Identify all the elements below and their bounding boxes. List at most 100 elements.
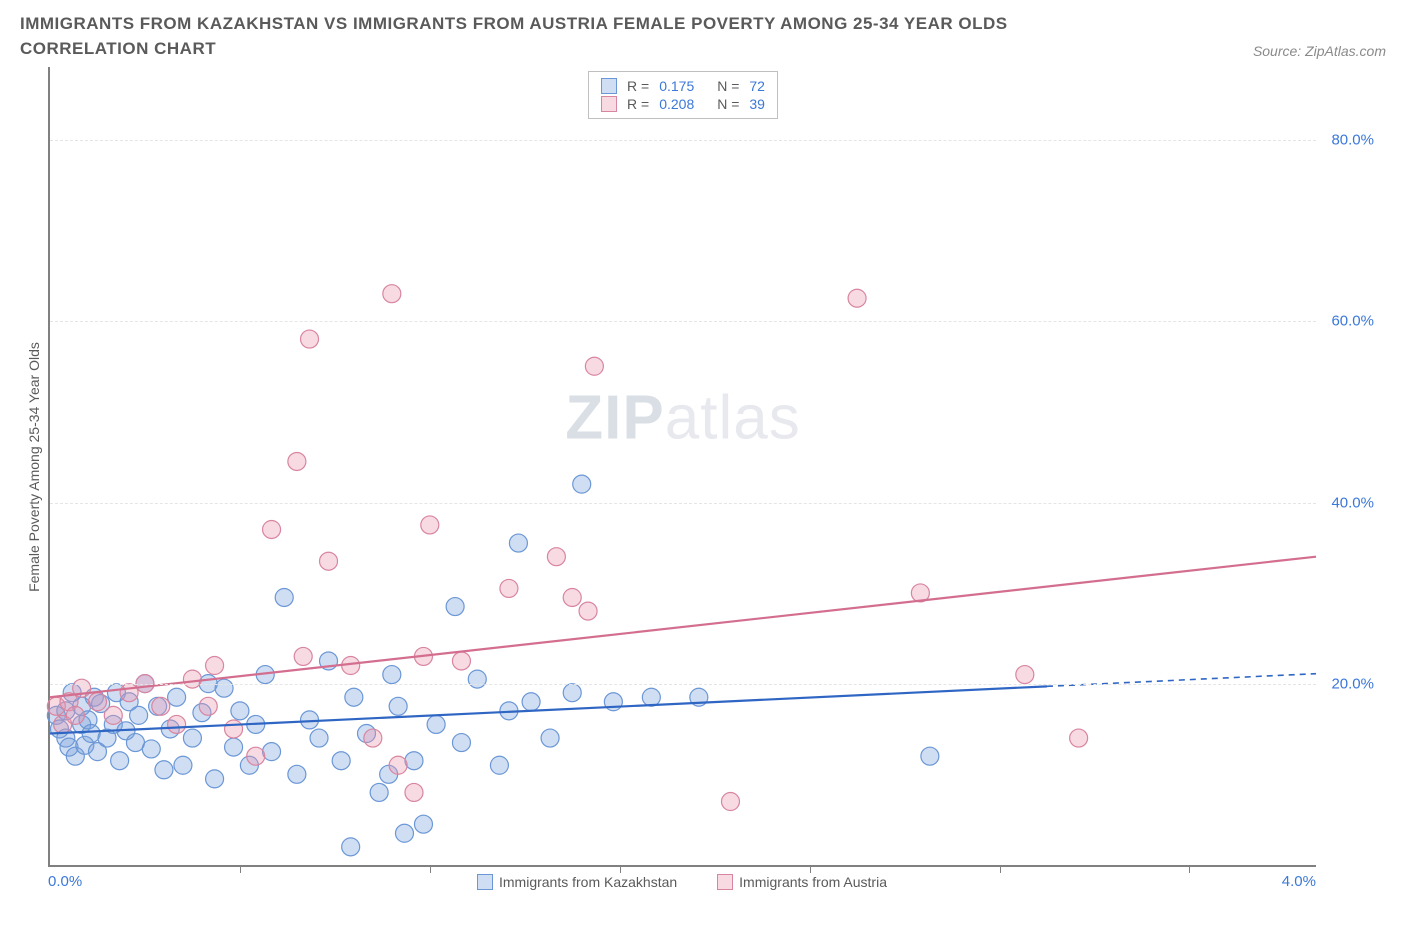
- data-point-austria: [500, 580, 518, 598]
- data-point-austria: [563, 589, 581, 607]
- y-tick-label: 80.0%: [1322, 131, 1374, 148]
- data-point-kazakhstan: [395, 825, 413, 843]
- data-point-austria: [247, 747, 265, 765]
- legend-label: Immigrants from Austria: [739, 874, 887, 890]
- data-point-kazakhstan: [111, 752, 129, 770]
- data-point-kazakhstan: [155, 761, 173, 779]
- data-point-kazakhstan: [383, 666, 401, 684]
- n-label: N =: [717, 78, 739, 94]
- data-point-austria: [421, 516, 439, 534]
- data-point-kazakhstan: [263, 743, 281, 761]
- data-point-kazakhstan: [215, 679, 233, 697]
- x-tick: [620, 865, 621, 873]
- data-point-kazakhstan: [130, 707, 148, 725]
- source-label: Source: ZipAtlas.com: [1253, 43, 1386, 59]
- data-point-kazakhstan: [345, 689, 363, 707]
- data-point-kazakhstan: [275, 589, 293, 607]
- chart-container: Female Poverty Among 25-34 Year Olds ZIP…: [20, 67, 1386, 867]
- data-point-kazakhstan: [405, 752, 423, 770]
- data-point-austria: [120, 684, 138, 702]
- gridline: [50, 140, 1316, 141]
- legend-label: Immigrants from Kazakhstan: [499, 874, 677, 890]
- plot-svg: [50, 67, 1316, 865]
- x-tick: [430, 865, 431, 873]
- r-label: R =: [627, 78, 649, 94]
- gridline: [50, 321, 1316, 322]
- data-point-austria: [206, 657, 224, 675]
- data-point-kazakhstan: [468, 670, 486, 688]
- legend-swatch: [601, 96, 617, 112]
- stats-legend: R = 0.175 N = 72 R = 0.208 N = 39: [588, 71, 778, 119]
- data-point-austria: [183, 670, 201, 688]
- data-point-kazakhstan: [206, 770, 224, 788]
- y-axis-label: Female Poverty Among 25-34 Year Olds: [26, 342, 42, 592]
- chart-title: IMMIGRANTS FROM KAZAKHSTAN VS IMMIGRANTS…: [20, 12, 1140, 61]
- data-point-kazakhstan: [342, 838, 360, 856]
- data-point-austria: [88, 693, 106, 711]
- data-point-kazakhstan: [573, 475, 591, 493]
- data-point-kazakhstan: [541, 729, 559, 747]
- data-point-austria: [225, 720, 243, 738]
- n-value: 39: [749, 96, 765, 112]
- x-tick: [810, 865, 811, 873]
- data-point-kazakhstan: [490, 757, 508, 775]
- data-point-austria: [301, 330, 319, 348]
- data-point-austria: [579, 602, 597, 620]
- data-point-austria: [1070, 729, 1088, 747]
- data-point-kazakhstan: [231, 702, 249, 720]
- data-point-kazakhstan: [82, 725, 100, 743]
- legend-item: Immigrants from Austria: [717, 874, 887, 890]
- data-point-austria: [152, 698, 170, 716]
- stats-row: R = 0.175 N = 72: [601, 77, 765, 95]
- data-point-kazakhstan: [389, 698, 407, 716]
- data-point-austria: [848, 290, 866, 308]
- data-point-austria: [405, 784, 423, 802]
- data-point-austria: [66, 707, 84, 725]
- gridline: [50, 684, 1316, 685]
- data-point-kazakhstan: [452, 734, 470, 752]
- x-tick: [1189, 865, 1190, 873]
- data-point-austria: [263, 521, 281, 539]
- data-point-kazakhstan: [332, 752, 350, 770]
- y-tick-label: 20.0%: [1322, 675, 1374, 692]
- plot-area: ZIPatlas R =0.175N =72R =0.208N =39 20.0…: [48, 67, 1316, 867]
- r-value: 0.208: [659, 96, 707, 112]
- data-point-kazakhstan: [142, 740, 160, 758]
- x-max-label: 4.0%: [1258, 873, 1316, 890]
- data-point-kazakhstan: [370, 784, 388, 802]
- data-point-kazakhstan: [183, 729, 201, 747]
- legend-swatch: [601, 78, 617, 94]
- x-min-label: 0.0%: [48, 873, 106, 890]
- y-tick-label: 40.0%: [1322, 494, 1374, 511]
- data-point-austria: [452, 652, 470, 670]
- legend-item: Immigrants from Kazakhstan: [477, 874, 677, 890]
- r-value: 0.175: [659, 78, 707, 94]
- legend-swatch: [477, 874, 493, 890]
- data-point-kazakhstan: [446, 598, 464, 616]
- x-tick: [1000, 865, 1001, 873]
- data-point-austria: [294, 648, 312, 666]
- legend-swatch: [717, 874, 733, 890]
- y-tick-label: 60.0%: [1322, 313, 1374, 330]
- n-value: 72: [749, 78, 765, 94]
- data-point-kazakhstan: [225, 738, 243, 756]
- data-point-austria: [721, 793, 739, 811]
- gridline: [50, 503, 1316, 504]
- data-point-kazakhstan: [642, 689, 660, 707]
- data-point-kazakhstan: [168, 689, 186, 707]
- r-label: R =: [627, 96, 649, 112]
- data-point-kazakhstan: [522, 693, 540, 711]
- data-point-kazakhstan: [414, 815, 432, 833]
- data-point-kazakhstan: [288, 766, 306, 784]
- x-tick: [240, 865, 241, 873]
- n-label: N =: [717, 96, 739, 112]
- data-point-austria: [389, 757, 407, 775]
- data-point-austria: [547, 548, 565, 566]
- bottom-legend: Immigrants from Kazakhstan Immigrants fro…: [106, 874, 1258, 890]
- stats-row: R = 0.208 N = 39: [601, 95, 765, 113]
- data-point-kazakhstan: [174, 757, 192, 775]
- x-axis-row: 0.0% Immigrants from KazakhstanImmigrant…: [20, 873, 1386, 890]
- data-point-kazakhstan: [509, 534, 527, 552]
- data-point-austria: [104, 707, 122, 725]
- data-point-kazakhstan: [427, 716, 445, 734]
